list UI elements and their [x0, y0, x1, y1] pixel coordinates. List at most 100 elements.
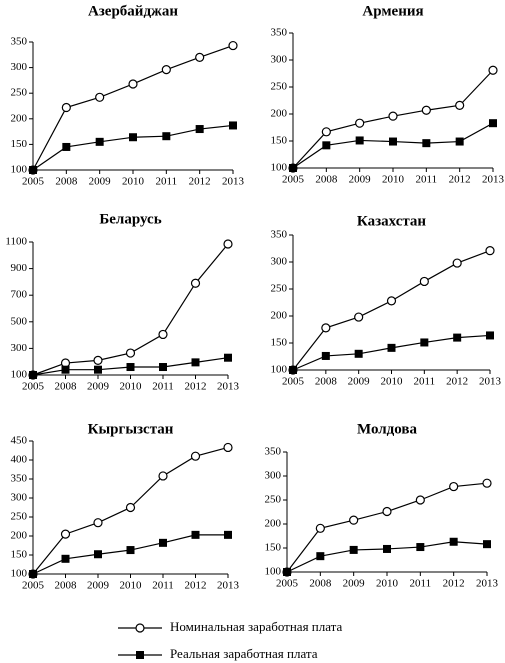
data-point [485, 246, 495, 256]
y-tick-label: 350 [265, 446, 282, 458]
data-point [60, 529, 71, 539]
chart-title: Казахстан [357, 213, 426, 229]
y-tick-label: 200 [265, 518, 282, 530]
data-point [228, 40, 238, 51]
data-point [128, 79, 138, 89]
data-point [29, 371, 37, 379]
x-tick-label: 2005 [22, 176, 45, 188]
legend-marker [136, 651, 144, 659]
data-point [488, 65, 498, 75]
data-point [449, 537, 458, 546]
x-tick-label: 2011 [410, 578, 432, 590]
x-tick-label: 2009 [89, 176, 112, 188]
data-point [389, 137, 397, 146]
data-point [224, 530, 232, 539]
x-tick-label: 2013 [217, 580, 240, 592]
x-tick-label: 2009 [87, 580, 110, 592]
y-tick-label: 150 [11, 138, 28, 150]
y-tick-label: 250 [265, 494, 282, 506]
data-point [191, 358, 200, 367]
chart-title: Беларусь [99, 211, 161, 227]
x-tick-label: 2005 [276, 578, 299, 590]
data-point [355, 136, 364, 145]
x-tick-label: 2011 [416, 174, 438, 186]
data-point [322, 141, 331, 150]
data-point [388, 111, 398, 121]
x-tick-label: 2013 [479, 376, 502, 388]
data-point [386, 296, 397, 306]
x-tick-label: 2009 [87, 381, 110, 393]
y-tick-label: 1100 [5, 236, 27, 248]
data-point [62, 142, 71, 151]
x-tick-label: 2010 [376, 578, 399, 590]
y-tick-label: 250 [11, 511, 28, 523]
data-point [190, 451, 201, 461]
data-point [383, 544, 391, 553]
y-tick-label: 300 [11, 342, 28, 354]
data-point [95, 137, 104, 146]
data-point [452, 258, 462, 268]
data-point [416, 543, 425, 552]
x-tick-label: 2010 [382, 174, 405, 186]
y-tick-label: 300 [271, 54, 288, 66]
x-tick-label: 2005 [22, 580, 45, 592]
data-point [349, 515, 359, 525]
data-point [93, 518, 103, 528]
data-point [455, 137, 464, 146]
x-tick-label: 2013 [217, 381, 240, 393]
data-point [94, 550, 102, 559]
data-point [223, 442, 233, 453]
data-point [289, 366, 297, 374]
y-tick-label: 300 [265, 470, 282, 482]
x-tick-label: 2010 [120, 580, 143, 592]
x-tick-label: 2013 [222, 176, 245, 188]
y-tick-label: 150 [271, 337, 288, 349]
x-tick-label: 2010 [120, 381, 143, 393]
data-point [126, 363, 135, 372]
y-tick-label: 200 [271, 108, 288, 120]
data-point [355, 118, 365, 128]
x-tick-label: 2005 [282, 376, 305, 388]
series-line [32, 534, 228, 575]
y-tick-label: 350 [11, 473, 28, 485]
x-tick-label: 2011 [152, 381, 174, 393]
x-tick-label: 2008 [315, 376, 338, 388]
x-tick-label: 2012 [185, 580, 207, 592]
data-point [321, 351, 330, 360]
y-tick-label: 100 [271, 162, 288, 174]
x-tick-label: 2009 [349, 174, 372, 186]
y-tick-label: 700 [11, 289, 28, 301]
y-tick-label: 400 [11, 454, 28, 466]
y-tick-label: 350 [271, 229, 288, 241]
legend-label: Реальная заработная плата [170, 646, 318, 661]
legend-label: Номинальная заработная плата [170, 619, 343, 634]
data-point [95, 92, 105, 102]
data-point [321, 127, 331, 137]
data-point [29, 166, 37, 174]
data-point [158, 329, 168, 340]
data-point [61, 365, 70, 374]
y-tick-label: 200 [11, 112, 28, 124]
data-point [191, 530, 200, 539]
data-point [29, 570, 37, 578]
data-point [354, 349, 363, 358]
data-point [161, 65, 171, 75]
x-tick-label: 2011 [414, 376, 436, 388]
legend-marker [135, 623, 145, 633]
data-point [349, 545, 358, 554]
data-point [482, 478, 492, 488]
chart-title: Молдова [357, 421, 417, 437]
x-tick-label: 2011 [156, 176, 178, 188]
y-tick-label: 300 [11, 492, 28, 504]
data-point [321, 323, 331, 333]
data-point [486, 331, 494, 340]
y-tick-label: 500 [11, 315, 28, 327]
data-point [489, 119, 497, 128]
x-tick-label: 2012 [449, 174, 471, 186]
x-tick-label: 2010 [381, 376, 404, 388]
y-tick-label: 450 [11, 435, 28, 447]
x-tick-label: 2009 [343, 578, 366, 590]
x-tick-label: 2010 [122, 176, 145, 188]
data-point [94, 365, 102, 374]
